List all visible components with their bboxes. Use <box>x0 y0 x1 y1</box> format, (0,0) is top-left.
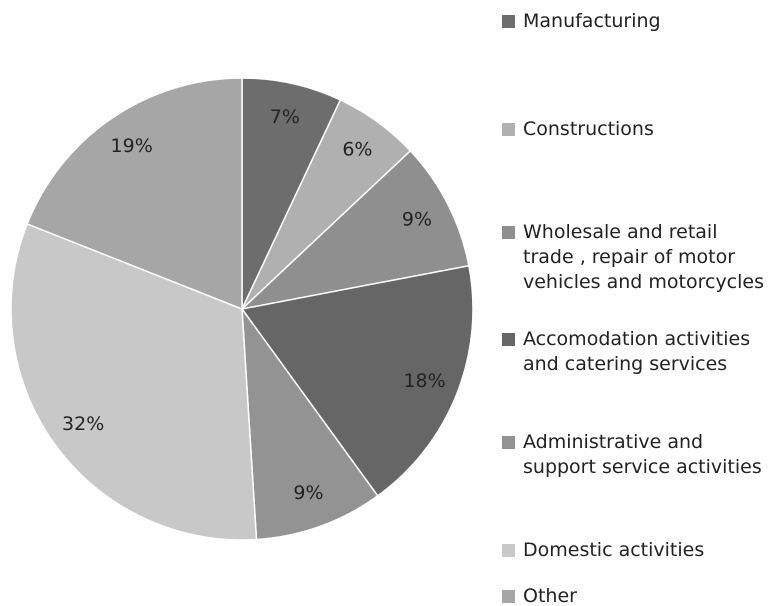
slice-label: 19% <box>111 135 153 157</box>
pie-slice <box>240 264 474 497</box>
legend-label: Accomodation activities and catering ser… <box>523 328 751 375</box>
pie-slice <box>26 77 243 311</box>
legend-item: Domestic activities <box>502 538 772 563</box>
legend-swatch <box>502 436 515 449</box>
legend-swatch <box>502 226 515 239</box>
legend-swatch <box>502 544 515 557</box>
slice-label: 7% <box>270 106 300 128</box>
pie-slice <box>241 77 342 310</box>
slice-label: 32% <box>62 413 104 435</box>
legend-item: Constructions <box>502 117 772 142</box>
legend-label: Constructions <box>523 118 654 140</box>
legend-item: Administrative and support service activ… <box>502 430 772 480</box>
legend-swatch <box>502 590 515 603</box>
pie-slice <box>239 149 470 311</box>
legend-label: Domestic activities <box>523 539 705 561</box>
slice-label: 6% <box>342 139 372 161</box>
pie-slice <box>241 306 379 541</box>
legend-label: Manufacturing <box>523 10 661 32</box>
slice-label: 18% <box>403 370 445 392</box>
pie-slice <box>10 222 258 541</box>
legend-swatch <box>502 123 515 136</box>
legend-item: Wholesale and retail trade , repair of m… <box>502 220 772 295</box>
legend-label: Wholesale and retail trade , repair of m… <box>523 221 764 293</box>
legend-item: Accomodation activities and catering ser… <box>502 327 772 377</box>
legend-label: Administrative and support service activ… <box>523 431 762 478</box>
legend-swatch <box>502 333 515 346</box>
slice-label: 9% <box>402 208 432 230</box>
legend-swatch <box>502 15 515 28</box>
slice-label: 9% <box>293 482 323 504</box>
legend-item: Other <box>502 584 772 606</box>
legend-label: Other <box>523 585 577 606</box>
legend-item: Manufacturing <box>502 9 772 34</box>
